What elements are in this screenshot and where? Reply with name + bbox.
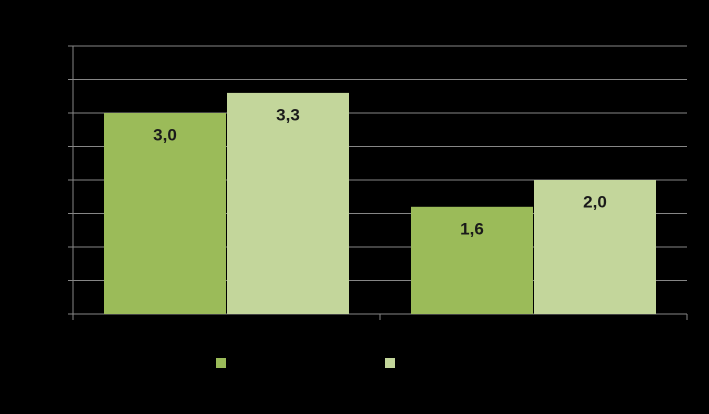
bar	[534, 180, 656, 314]
data-label: 3,3	[276, 105, 300, 124]
legend-marker	[385, 358, 395, 368]
data-label: 2,0	[583, 192, 607, 211]
bar	[227, 92, 349, 315]
data-label: 1,6	[460, 219, 484, 238]
bar	[104, 113, 226, 314]
bar	[411, 206, 533, 314]
legend-marker	[216, 358, 226, 368]
data-label: 3,0	[153, 125, 177, 144]
